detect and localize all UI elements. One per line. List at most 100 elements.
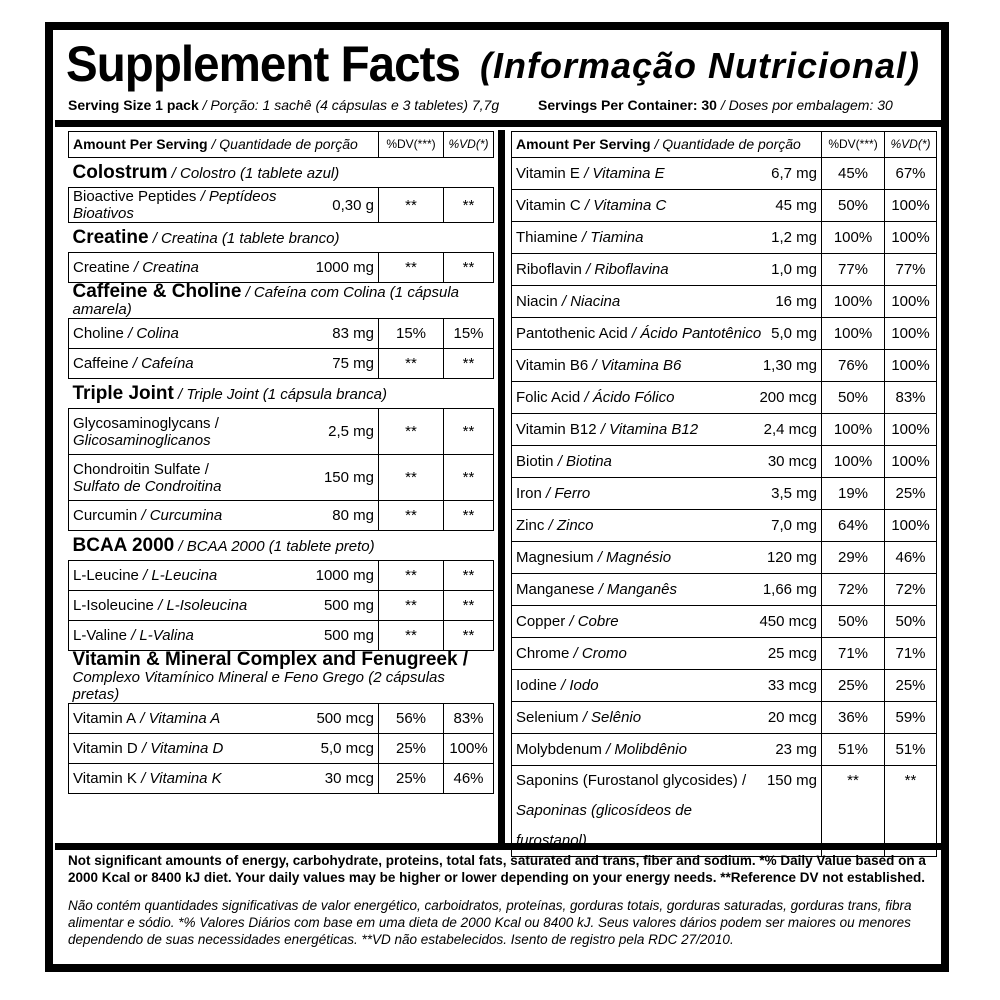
table-row: Glycosaminoglycans / Glicosaminoglicanos 2… — [68, 408, 494, 455]
nutrient-name-en: Magnesium — [516, 549, 594, 566]
nutrient-name-en: Pantothenic Acid — [516, 325, 628, 342]
table-row: Vitamin B12 / Vitamina B12 2,4 mcg 100% 100… — [510, 413, 938, 446]
nutrient-name-pt: / Molibdênio — [601, 741, 687, 758]
nutrient-amount: 1000 mg — [315, 567, 374, 584]
bottom-divider — [55, 843, 943, 850]
nutrient-amount: 150 mg — [766, 772, 818, 789]
nutrient-name-en: Thiamine — [516, 229, 578, 246]
nutrient-dv: ** — [378, 620, 444, 651]
table-row: Selenium / Selênio 20 mcg 36% 59% — [510, 701, 938, 734]
nutrient-name: Bioactive Peptides / Peptídeos Bioativos… — [68, 187, 379, 223]
nutrient-amount: 150 mg — [323, 469, 374, 486]
nutrient-name-en: Vitamin D — [73, 740, 138, 757]
nutrient-name: Saponins (Furostanol glycosides) / Saponi… — [510, 765, 823, 857]
section-heading: BCAA 2000 / BCAA 2000 (1 tablete preto) — [68, 530, 494, 561]
column-divider — [498, 130, 505, 844]
nutrient-dv: 25% — [821, 669, 886, 702]
nutrient-dv: 51% — [821, 733, 886, 766]
nutrient-name: Vitamin A / Vitamina A 500 mcg — [68, 703, 379, 734]
nutrient-name-pt: / L-Valina — [126, 627, 194, 644]
nutrient-name-pt: Sulfato de Condroitina — [73, 477, 222, 495]
nutrient-name-pt: / Biotina — [553, 453, 612, 470]
nutrient-name: Chondroitin Sulfate / Sulfato de Condroit… — [68, 454, 379, 501]
nutrient-name-pt: / Ácido Fólico — [580, 389, 675, 406]
section-name: Vitamin & Mineral Complex and Fenugreek … — [72, 650, 469, 670]
nutrient-name-en: Molybdenum — [516, 741, 602, 758]
nutrient-name-en: Vitamin K — [73, 770, 137, 787]
nutrient-vd: 46% — [443, 763, 494, 794]
nutrient-label: Vitamin E / Vitamina E — [516, 165, 665, 182]
nutrient-label: Pantothenic Acid / Ácido Pantotênico — [516, 325, 761, 342]
section-note: / Cafeína com Colina (1 cápsula amarela) — [72, 284, 460, 318]
nutrient-label: Chrome / Cromo — [516, 645, 627, 662]
section-name: Triple Joint — [72, 382, 174, 404]
nutrient-dv: ** — [378, 348, 444, 379]
nutrient-name-pt: / Zinco — [544, 517, 594, 534]
nutrient-dv: 19% — [821, 477, 886, 510]
table-row: Vitamin E / Vitamina E 6,7 mg 45% 67% — [510, 157, 938, 190]
nutrient-amount: 1,66 mg — [762, 581, 818, 598]
nutrient-name-en: Vitamin A — [73, 710, 137, 727]
nutrient-dv: 36% — [821, 701, 886, 734]
nutrient-name-pt: / Ferro — [541, 485, 591, 502]
footnote-portuguese: Não contém quantidades significativas de… — [68, 898, 912, 947]
nutrient-label: Biotin / Biotina — [516, 453, 612, 470]
nutrient-dv: ** — [378, 500, 444, 531]
nutrient-amount: 30 mcg — [324, 770, 374, 787]
table-row: L-Leucine / L-Leucina 1000 mg ** ** — [68, 560, 494, 591]
nutrient-name: Creatine / Creatina 1000 mg — [68, 252, 379, 283]
nutrient-dv: ** — [378, 560, 444, 591]
header-vd: %VD(*) — [443, 131, 494, 158]
table-row: Chrome / Cromo 25 mcg 71% 71% — [510, 637, 938, 670]
nutrient-name-en: L-Leucine — [73, 567, 139, 584]
nutrient-vd: 100% — [884, 509, 938, 542]
nutrient-name-en: L-Valine — [73, 627, 127, 644]
nutrient-vd: 100% — [884, 349, 938, 382]
nutrient-dv: 76% — [821, 349, 886, 382]
nutrient-name-pt: / Vitamina D — [137, 740, 224, 757]
nutrient-name-en: Chrome — [516, 645, 570, 662]
nutrient-vd: 83% — [443, 703, 494, 734]
section-heading: Colostrum / Colostro (1 tablete azul) — [68, 157, 494, 188]
nutrient-amount: 200 mcg — [759, 389, 818, 406]
nutrient-amount: 6,7 mg — [771, 165, 818, 182]
nutrient-vd: 100% — [443, 733, 494, 764]
nutrient-name: Vitamin E / Vitamina E 6,7 mg — [510, 157, 823, 190]
nutrient-dv: 100% — [821, 285, 886, 318]
nutrient-vd: 77% — [884, 253, 938, 286]
nutrient-label: Vitamin B12 / Vitamina B12 — [516, 421, 698, 438]
nutrient-name: Glycosaminoglycans / Glicosaminoglicanos 2… — [68, 408, 379, 455]
section-name: Caffeine & Choline — [72, 282, 242, 302]
nutrient-label: Zinc / Zinco — [516, 517, 594, 534]
nutrient-amount: 500 mg — [323, 597, 374, 614]
nutrient-name-pt: / Creatina — [129, 259, 199, 276]
header-amount-pt: / Quantidade de porção — [650, 136, 801, 152]
nutrient-name-pt: / Vitamina E — [579, 165, 665, 182]
nutrient-name-pt: / Vitamina B12 — [596, 421, 699, 438]
nutrient-name-en: Chondroitin Sulfate / — [73, 460, 209, 478]
nutrient-name-pt: / Cromo — [569, 645, 627, 662]
nutrient-label: Iodine / Iodo — [516, 677, 599, 694]
table-row: Riboflavin / Riboflavina 1,0 mg 77% 77% — [510, 253, 938, 286]
nutrient-vd: 100% — [884, 189, 938, 222]
nutrient-name-pt: Glicosaminoglicanos — [73, 431, 211, 449]
nutrient-name: Choline / Colina 83 mg — [68, 318, 379, 349]
table-row: Iodine / Iodo 33 mcg 25% 25% — [510, 669, 938, 702]
nutrient-name-en: Curcumin — [73, 507, 138, 524]
nutrient-name: Thiamine / Tiamina 1,2 mg — [510, 221, 823, 254]
nutrient-amount: 5,0 mcg — [320, 740, 374, 757]
nutrient-vd: ** — [443, 252, 494, 283]
nutrient-name: Vitamin B6 / Vitamina B6 1,30 mg — [510, 349, 823, 382]
nutrient-name-en: Selenium — [516, 709, 579, 726]
nutrient-name-pt: / Curcumina — [137, 507, 223, 524]
section-row: Creatine / Creatina (1 tablete branco) — [68, 222, 494, 253]
header-amount-per-serving: Amount Per Serving / Quantidade de porçã… — [510, 131, 823, 158]
nutrient-vd: 25% — [884, 669, 938, 702]
nutrient-name: Folic Acid / Ácido Fólico 200 mcg — [510, 381, 823, 414]
nutrient-dv: 25% — [378, 763, 444, 794]
nutrient-dv: ** — [378, 252, 444, 283]
nutrient-dv: ** — [821, 765, 886, 857]
section-row: BCAA 2000 / BCAA 2000 (1 tablete preto) — [68, 530, 494, 561]
nutrient-dv: 100% — [821, 221, 886, 254]
nutrient-name: Zinc / Zinco 7,0 mg — [510, 509, 823, 542]
